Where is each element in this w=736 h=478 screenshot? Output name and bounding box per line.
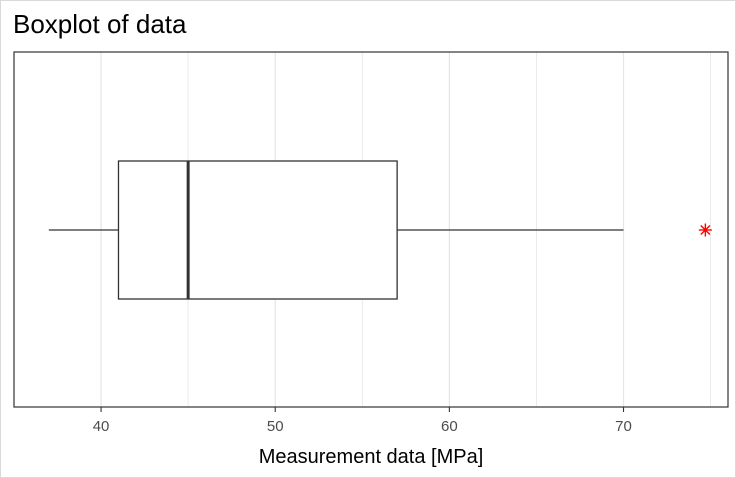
x-tick-label: 40 [93, 418, 110, 435]
panel-border [13, 51, 729, 408]
x-axis: 40 50 60 70 [93, 407, 632, 435]
x-tick-label: 70 [615, 418, 632, 435]
chart-title: Boxplot of data [13, 9, 187, 39]
box-layer [48, 160, 712, 300]
iqr-box [117, 160, 398, 300]
x-tick-label: 60 [441, 418, 458, 435]
x-axis-title: Measurement data [MPa] [259, 446, 484, 468]
outlier-point [698, 223, 712, 237]
x-tick-label: 50 [267, 418, 284, 435]
